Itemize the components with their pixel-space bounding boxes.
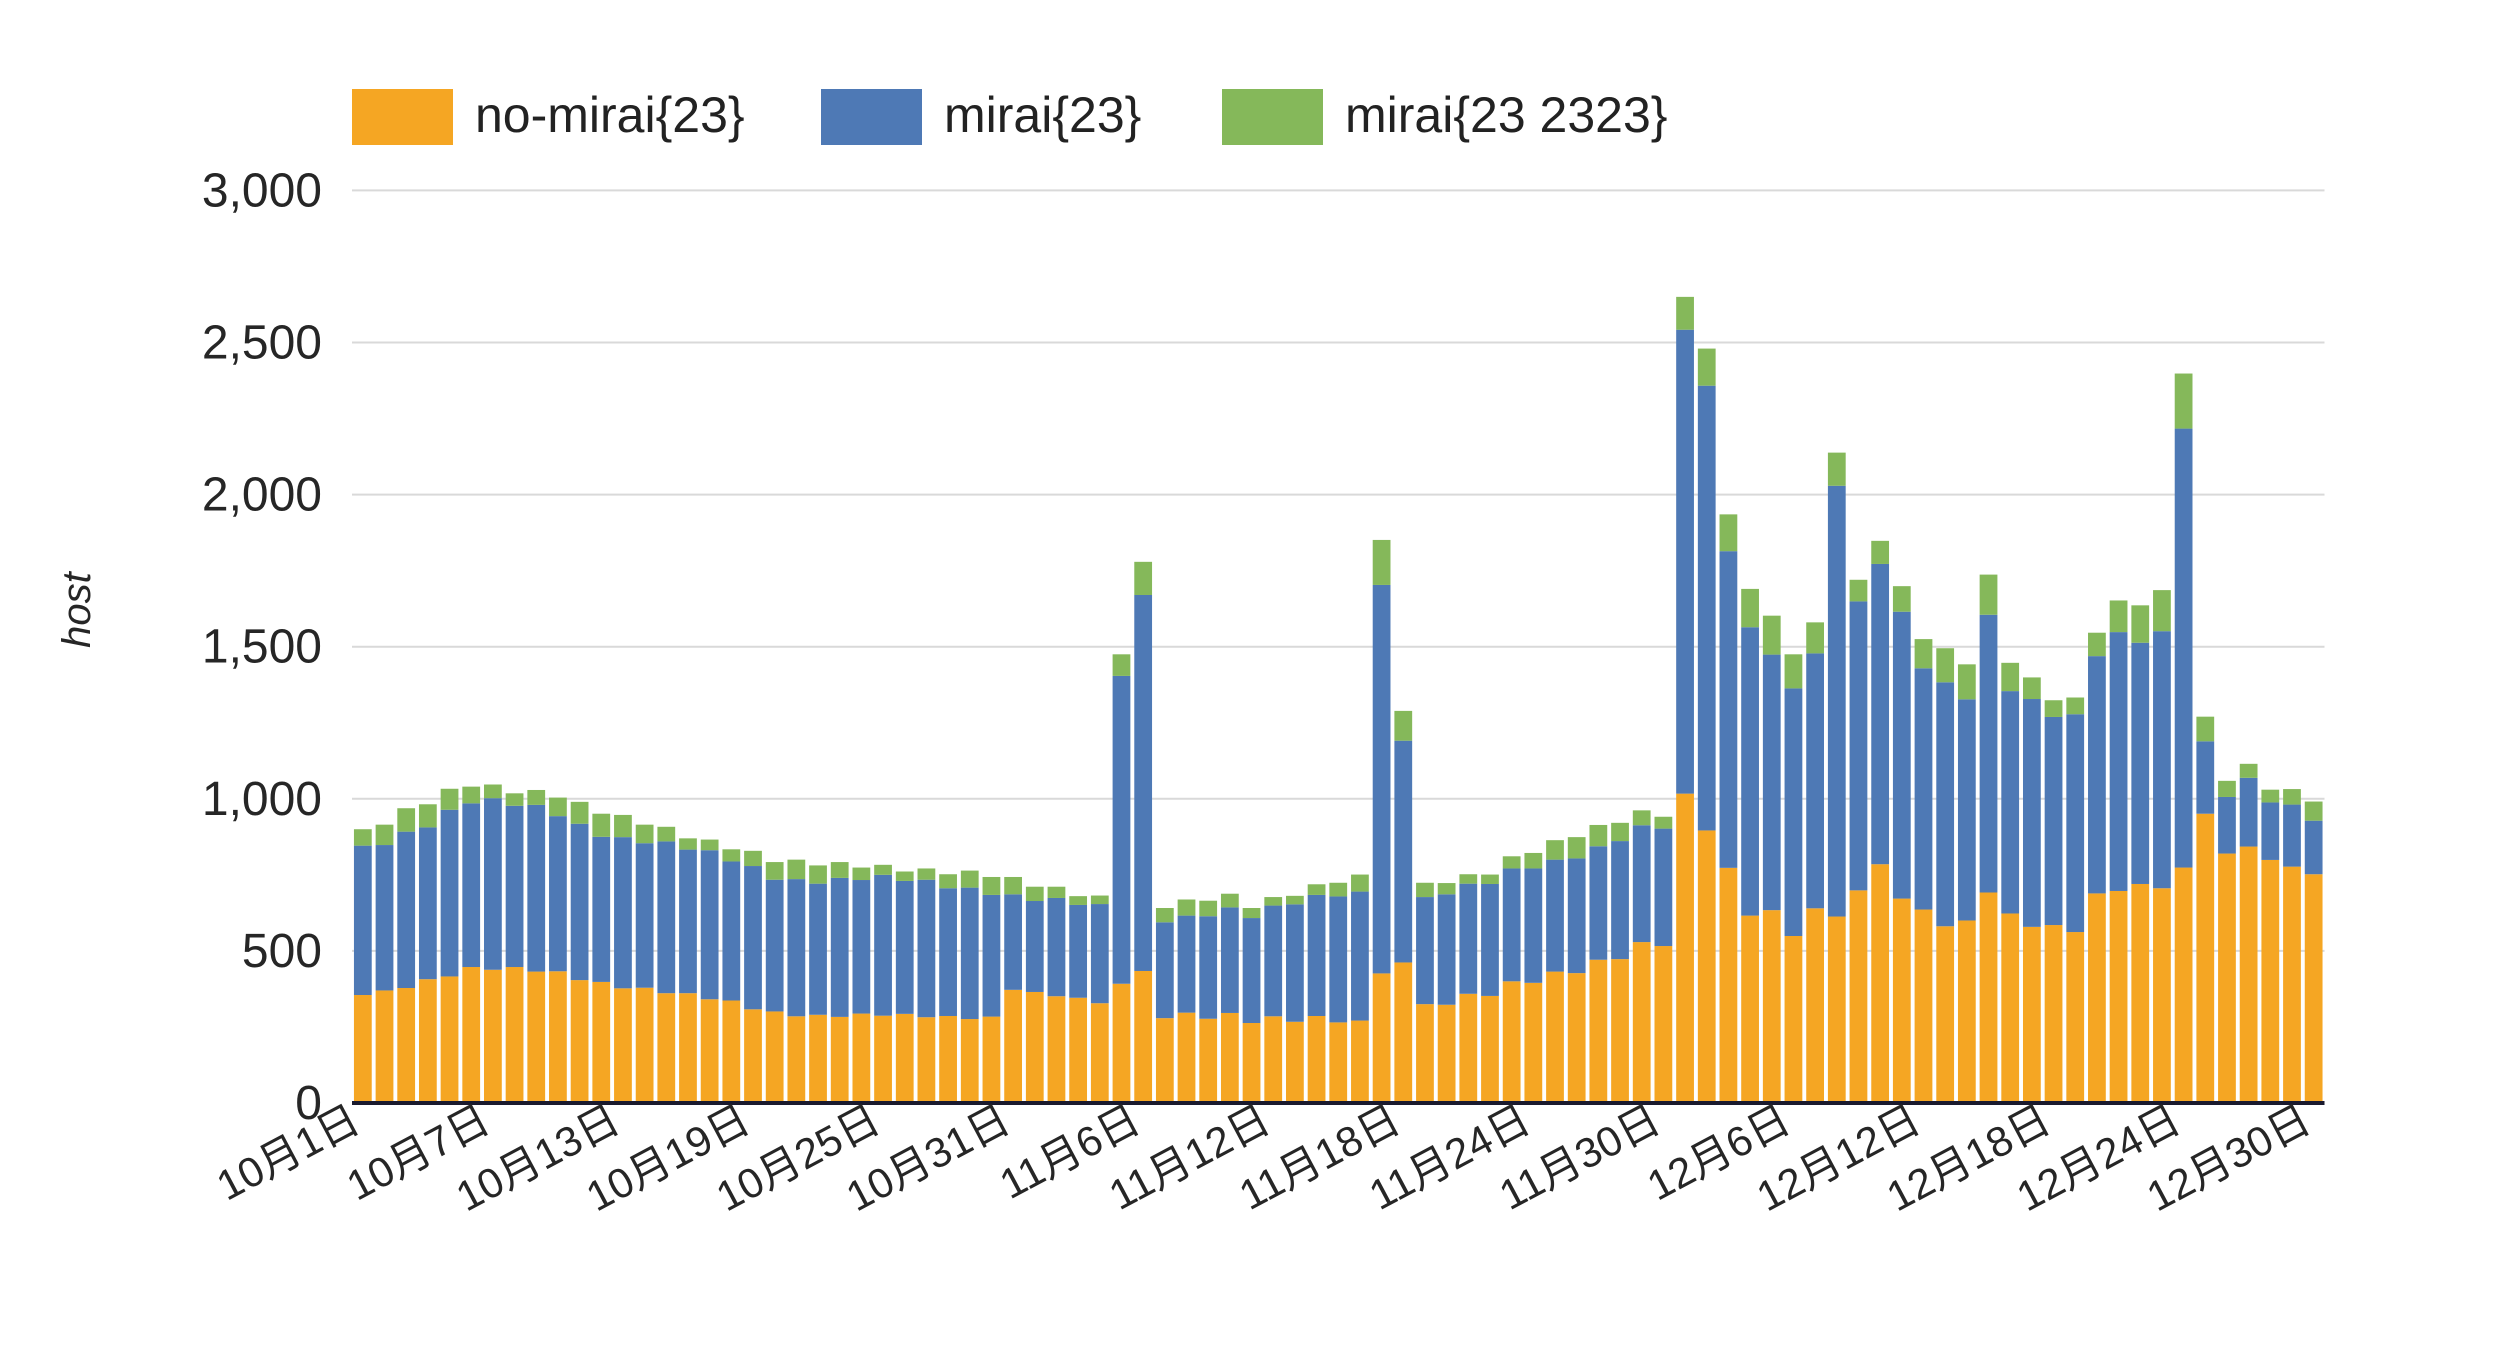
svg-text:mirai{23}: mirai{23} bbox=[944, 87, 1141, 143]
svg-text:500: 500 bbox=[242, 925, 322, 978]
svg-text:host: host bbox=[55, 570, 99, 647]
svg-text:2,000: 2,000 bbox=[202, 469, 322, 522]
svg-text:1,500: 1,500 bbox=[202, 621, 322, 674]
svg-text:3,000: 3,000 bbox=[202, 164, 322, 217]
svg-text:1,000: 1,000 bbox=[202, 773, 322, 826]
svg-text:mirai{23 2323}: mirai{23 2323} bbox=[1345, 87, 1667, 143]
svg-text:2,500: 2,500 bbox=[202, 317, 322, 370]
svg-text:no-mirai{23}: no-mirai{23} bbox=[475, 87, 745, 143]
